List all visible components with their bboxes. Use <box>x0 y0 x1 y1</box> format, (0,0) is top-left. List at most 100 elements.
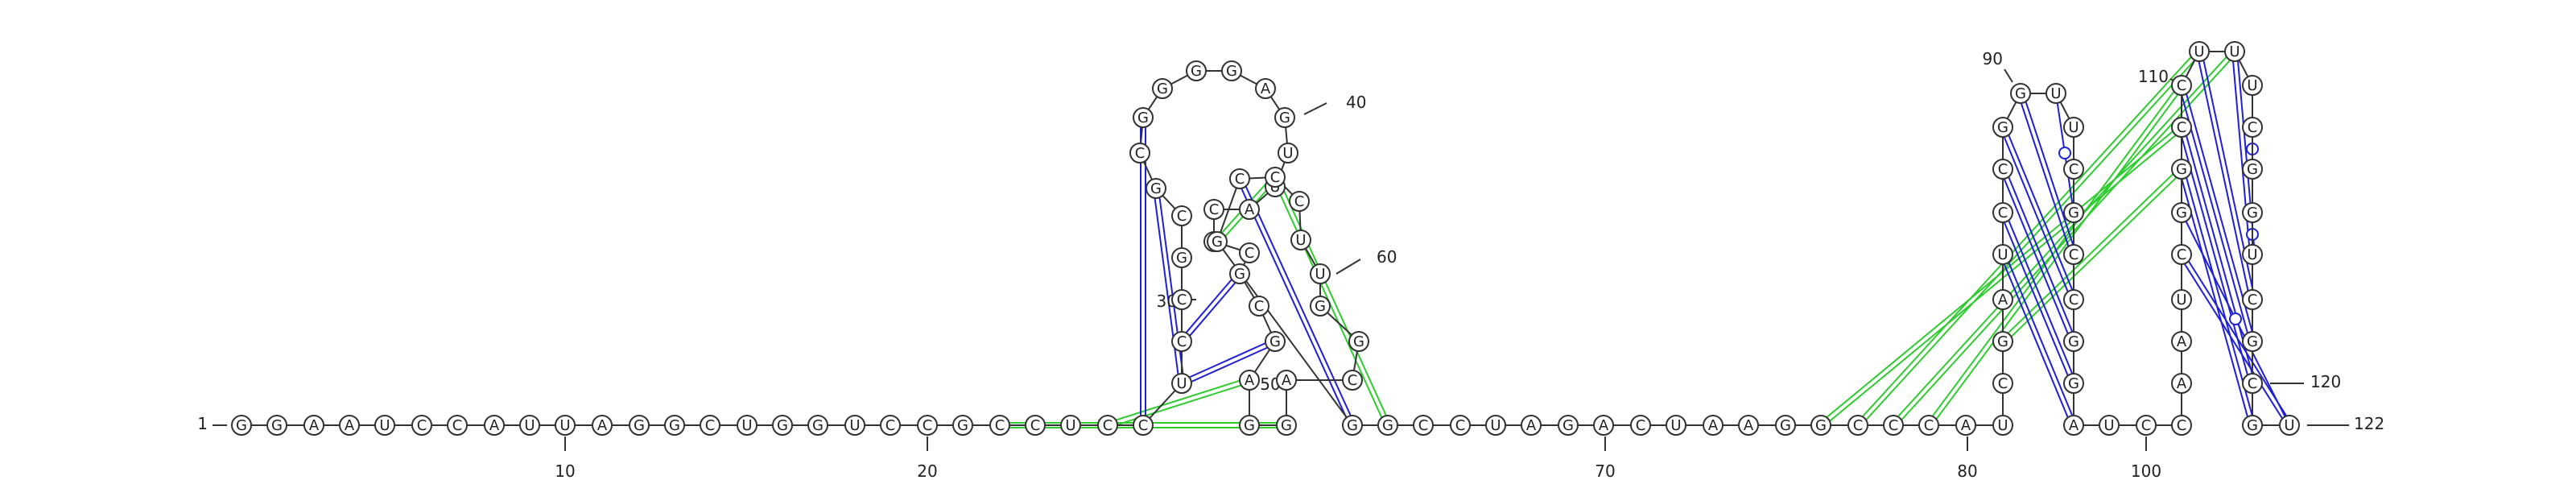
position-label-70: 70 <box>1595 461 1615 480</box>
nucleotide-17: G <box>807 415 828 436</box>
nucleotide-23: C <box>1025 415 1046 436</box>
nucleotide-53: C <box>1342 370 1363 391</box>
nucleotide-letter: C <box>1209 201 1220 218</box>
nucleotide-letter: G <box>1382 417 1393 434</box>
nucleotide-letter: A <box>1261 81 1271 97</box>
nucleotide-letter: G <box>1347 417 1358 434</box>
nucleotide-circle <box>447 415 468 436</box>
nucleotide-circle <box>1229 263 1250 284</box>
nucleotide-letter: C <box>1998 205 2008 221</box>
nucleotide-letter: C <box>1294 193 1305 210</box>
base-pair <box>2000 213 2073 385</box>
nucleotide-letter: G <box>2068 375 2079 392</box>
base-pair <box>2021 92 2077 254</box>
nucleotide-circle <box>2189 41 2210 62</box>
nucleotide-circle <box>2063 244 2084 265</box>
nucleotide-96: G <box>2063 373 2084 394</box>
nucleotide-letter: C <box>1924 417 1934 434</box>
nucleotide-circle <box>1229 168 1250 189</box>
nucleotide-letter: U <box>1315 266 1325 283</box>
nucleotide-circle <box>2136 415 2157 436</box>
nucleotide-letter: A <box>597 417 608 434</box>
nucleotide-circle <box>1171 247 1192 268</box>
nucleotide-84: U <box>1992 244 2013 265</box>
nucleotide-88: G <box>2010 83 2031 104</box>
nucleotide-circle <box>1152 78 1173 99</box>
nucleotide-circle <box>1171 205 1192 226</box>
nucleotide-104: C <box>2171 244 2192 265</box>
base-pair <box>1236 179 1352 427</box>
nucleotide-circle <box>2063 159 2084 180</box>
nucleotide-40: U <box>1278 143 1298 163</box>
nucleotide-circle <box>231 415 252 436</box>
nucleotide-21: G <box>952 415 973 436</box>
nucleotide-letter: C <box>995 417 1005 434</box>
nucleotide-86: C <box>1992 159 2013 180</box>
nucleotide-letter: G <box>2068 333 2079 350</box>
nucleotide-letter: C <box>886 417 896 434</box>
base-pair <box>1153 188 1181 384</box>
position-label-60: 60 <box>1377 247 1397 267</box>
nucleotide-circle <box>339 415 360 436</box>
nucleotide-letter: C <box>705 417 716 434</box>
nucleotide-circle <box>807 415 828 436</box>
nucleotide-letter: C <box>1889 417 1899 434</box>
nucleotide-letter: C <box>1177 292 1187 308</box>
nucleotide-120: U <box>2279 415 2300 436</box>
nucleotide-circle <box>1133 415 1154 436</box>
nucleotide-circle <box>2171 117 2192 138</box>
nucleotide-letter: G <box>2015 85 2026 102</box>
nucleotide-letter: A <box>489 417 500 434</box>
nucleotide-letter: U <box>1282 145 1293 162</box>
nucleotide-90: U <box>2063 117 2084 138</box>
nucleotide-circle <box>1060 415 1081 436</box>
nucleotide-letter: C <box>1853 417 1864 434</box>
nucleotide-letter: C <box>1455 417 1466 434</box>
nucleotide-83: A <box>1992 289 2013 310</box>
nucleotide-89: U <box>2046 83 2066 104</box>
nucleotide-letter: A <box>1744 417 1754 434</box>
wobble-marker <box>2058 147 2071 159</box>
nucleotide-circle <box>2242 202 2263 223</box>
nucleotide-80: U <box>1992 415 2013 436</box>
nucleotide-circle <box>1249 296 1269 317</box>
base-pair <box>2004 211 2077 383</box>
nucleotide-circle <box>1278 143 1298 163</box>
base-pair <box>2000 127 2073 301</box>
nucleotide-47: C <box>1249 296 1269 317</box>
position-tick <box>1303 102 1327 115</box>
nucleotide-100: C <box>2171 415 2192 436</box>
nucleotide-circle <box>2063 415 2084 436</box>
nucleotide-circle <box>1207 231 1228 252</box>
base-pair <box>1241 177 1356 425</box>
nucleotide-102: A <box>2171 331 2192 352</box>
nucleotide-7: C <box>447 415 468 436</box>
nucleotide-circle <box>2171 289 2192 310</box>
nucleotide-33: C <box>1129 143 1150 163</box>
nucleotide-circle <box>1274 107 1295 128</box>
nucleotide-circle <box>2099 415 2120 436</box>
nucleotide-60: C <box>1229 168 1250 189</box>
nucleotide-38: A <box>1255 78 1276 99</box>
nucleotide-circle <box>1097 415 1118 436</box>
nucleotide-8: A <box>484 415 505 436</box>
position-label-10: 10 <box>555 461 575 480</box>
nucleotide-circle <box>629 415 650 436</box>
nucleotide-letter: G <box>957 417 968 434</box>
nucleotide-letter: C <box>1030 417 1041 434</box>
nucleotide-letter: A <box>2177 375 2187 392</box>
nucleotide-circle <box>1955 415 1976 436</box>
nucleotide-29: C <box>1171 289 1192 310</box>
nucleotide-letter: G <box>1244 417 1255 434</box>
nucleotide-letter: U <box>2247 77 2257 94</box>
base-pair <box>2178 255 2289 428</box>
nucleotide-circle <box>2063 289 2084 310</box>
nucleotide-circle <box>555 415 576 436</box>
nucleotide-letter: G <box>2247 333 2258 350</box>
nucleotide-circle <box>1992 117 2013 138</box>
nucleotide-letter: A <box>1245 201 1255 218</box>
nucleotide-letter: G <box>1150 180 1162 197</box>
nucleotide-circle <box>952 415 973 436</box>
nucleotide-letter: A <box>2069 417 2079 434</box>
